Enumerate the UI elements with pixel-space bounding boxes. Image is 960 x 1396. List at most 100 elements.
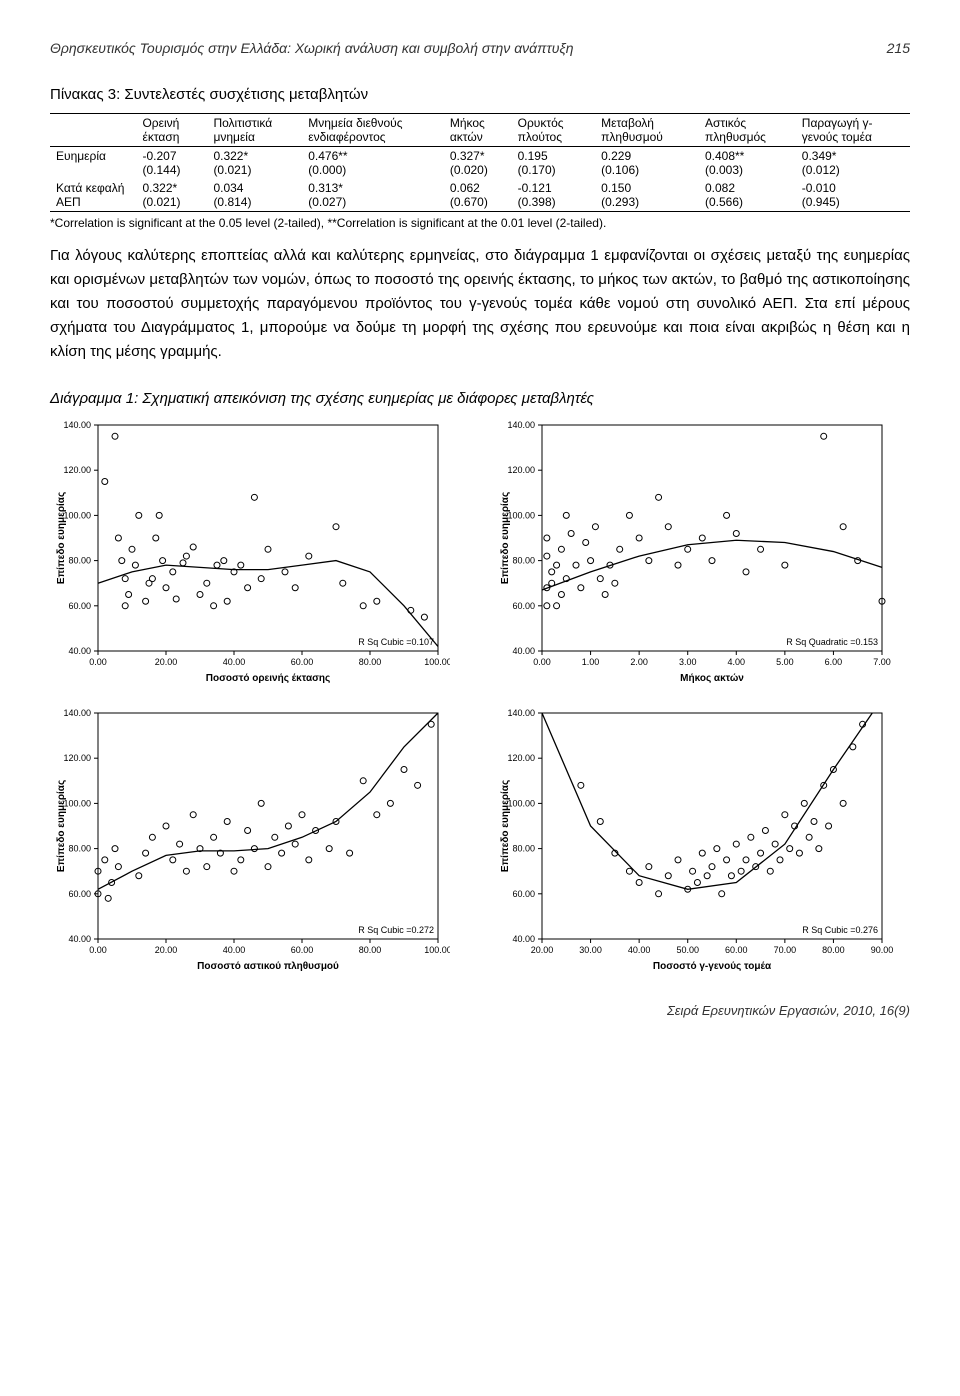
svg-text:100.00: 100.00 <box>424 657 450 667</box>
svg-text:7.00: 7.00 <box>873 657 891 667</box>
svg-text:100.00: 100.00 <box>424 945 450 955</box>
table-row: Ευημερία-0.207(0.144)0.322*(0.021)0.476*… <box>50 147 910 180</box>
table-cell: 0.195(0.170) <box>512 147 595 180</box>
svg-text:Ποσοστό ορεινής έκτασης: Ποσοστό ορεινής έκτασης <box>206 673 331 684</box>
svg-text:R Sq Cubic =0.276: R Sq Cubic =0.276 <box>802 925 878 935</box>
running-title: Θρησκευτικός Τουρισμός στην Ελλάδα: Χωρι… <box>50 40 574 56</box>
svg-text:80.00: 80.00 <box>68 844 91 854</box>
svg-text:100.00: 100.00 <box>507 510 535 520</box>
svg-text:30.00: 30.00 <box>579 945 602 955</box>
svg-text:80.00: 80.00 <box>68 556 91 566</box>
svg-text:Μήκος ακτών: Μήκος ακτών <box>680 673 744 684</box>
svg-text:R Sq Quadratic =0.153: R Sq Quadratic =0.153 <box>786 637 878 647</box>
svg-text:140.00: 140.00 <box>63 708 91 718</box>
table-cell: -0.121(0.398) <box>512 179 595 212</box>
table-cell: 0.229(0.106) <box>595 147 699 180</box>
svg-text:80.00: 80.00 <box>512 556 535 566</box>
svg-text:Επίπεδο ευημερίας: Επίπεδο ευημερίας <box>56 780 67 872</box>
row-label: Ευημερία <box>50 147 136 180</box>
svg-text:140.00: 140.00 <box>63 420 91 430</box>
table-header-cell: Μήκος ακτών <box>444 114 512 147</box>
table-cell: -0.207(0.144) <box>136 147 207 180</box>
svg-text:40.00: 40.00 <box>68 934 91 944</box>
svg-text:60.00: 60.00 <box>512 601 535 611</box>
svg-text:Επίπεδο ευημερίας: Επίπεδο ευημερίας <box>56 492 67 584</box>
svg-text:80.00: 80.00 <box>359 657 382 667</box>
table-header-cell: Αστικός πληθυσμός <box>699 114 796 147</box>
row-label: Κατά κεφαλή ΑΕΠ <box>50 179 136 212</box>
table-header-cell <box>50 114 136 147</box>
table-cell: 0.082(0.566) <box>699 179 796 212</box>
table-cell: 0.408**(0.003) <box>699 147 796 180</box>
svg-text:2.00: 2.00 <box>630 657 648 667</box>
table-header-cell: Ορυκτός πλούτος <box>512 114 595 147</box>
scatter-chart: 40.00 60.00 80.00 100.00 120.00 140.00 0.00 20.… <box>50 703 466 973</box>
diagram-title: Διάγραμμα 1: Σχηματική απεικόνιση της σχ… <box>50 390 910 407</box>
svg-text:90.00: 90.00 <box>871 945 894 955</box>
svg-text:140.00: 140.00 <box>507 420 535 430</box>
svg-text:20.00: 20.00 <box>155 945 178 955</box>
table-footnote: *Correlation is significant at the 0.05 … <box>50 216 910 230</box>
svg-text:20.00: 20.00 <box>155 657 178 667</box>
page-footer: Σειρά Ερευνητικών Εργασιών, 2010, 16(9) <box>50 1003 910 1018</box>
svg-text:4.00: 4.00 <box>728 657 746 667</box>
svg-text:0.00: 0.00 <box>533 657 551 667</box>
svg-text:3.00: 3.00 <box>679 657 697 667</box>
chart-grid: 40.00 60.00 80.00 100.00 120.00 140.00 0.00 20.… <box>50 415 910 973</box>
svg-text:80.00: 80.00 <box>512 844 535 854</box>
svg-text:0.00: 0.00 <box>89 657 107 667</box>
svg-text:R Sq Cubic =0.107: R Sq Cubic =0.107 <box>358 637 434 647</box>
svg-text:6.00: 6.00 <box>825 657 843 667</box>
svg-text:1.00: 1.00 <box>582 657 600 667</box>
page-number: 215 <box>887 40 910 56</box>
table-cell: 0.327*(0.020) <box>444 147 512 180</box>
correlation-table: Ορεινή έκτασηΠολιτιστικά μνημείαΜνημεία … <box>50 113 910 212</box>
svg-text:100.00: 100.00 <box>507 798 535 808</box>
body-paragraph: Για λόγους καλύτερης εποπτείας αλλά και … <box>50 244 910 364</box>
svg-text:40.00: 40.00 <box>628 945 651 955</box>
svg-text:40.00: 40.00 <box>68 646 91 656</box>
svg-text:20.00: 20.00 <box>531 945 554 955</box>
svg-text:0.00: 0.00 <box>89 945 107 955</box>
table-cell: -0.010(0.945) <box>796 179 910 212</box>
svg-text:60.00: 60.00 <box>291 945 314 955</box>
svg-text:120.00: 120.00 <box>507 465 535 475</box>
table-header-cell: Μνημεία διεθνούς ενδιαφέροντος <box>302 114 444 147</box>
svg-text:Ποσοστό γ-γενούς τομέα: Ποσοστό γ-γενούς τομέα <box>653 961 772 972</box>
table-cell: 0.322*(0.021) <box>207 147 302 180</box>
scatter-chart: 40.00 60.00 80.00 100.00 120.00 140.00 0.00 20.… <box>50 415 466 685</box>
svg-text:60.00: 60.00 <box>512 889 535 899</box>
svg-text:60.00: 60.00 <box>725 945 748 955</box>
table-row: Κατά κεφαλή ΑΕΠ0.322*(0.021)0.034(0.814)… <box>50 179 910 212</box>
table-cell: 0.062(0.670) <box>444 179 512 212</box>
svg-text:80.00: 80.00 <box>822 945 845 955</box>
svg-text:70.00: 70.00 <box>774 945 797 955</box>
svg-text:5.00: 5.00 <box>776 657 794 667</box>
table-title: Πίνακας 3: Συντελεστές συσχέτισης μεταβλ… <box>50 86 910 103</box>
svg-text:50.00: 50.00 <box>676 945 699 955</box>
scatter-chart: 40.00 60.00 80.00 100.00 120.00 140.00 0.00 1.0… <box>494 415 910 685</box>
table-cell: 0.150(0.293) <box>595 179 699 212</box>
table-cell: 0.349*(0.012) <box>796 147 910 180</box>
svg-text:120.00: 120.00 <box>63 753 91 763</box>
svg-text:120.00: 120.00 <box>63 465 91 475</box>
svg-text:120.00: 120.00 <box>507 753 535 763</box>
svg-text:100.00: 100.00 <box>63 798 91 808</box>
svg-text:40.00: 40.00 <box>512 934 535 944</box>
svg-text:60.00: 60.00 <box>68 889 91 899</box>
svg-text:R Sq Cubic =0.272: R Sq Cubic =0.272 <box>358 925 434 935</box>
table-header-cell: Μεταβολή πληθυσμού <box>595 114 699 147</box>
table-header-cell: Ορεινή έκταση <box>136 114 207 147</box>
scatter-chart: 40.0060.0080.00100.00120.00140.0020.0030… <box>494 703 910 973</box>
table-cell: 0.313*(0.027) <box>302 179 444 212</box>
table-header-cell: Παραγωγή γ-γενούς τομέα <box>796 114 910 147</box>
svg-text:40.00: 40.00 <box>223 945 246 955</box>
svg-text:60.00: 60.00 <box>68 601 91 611</box>
svg-text:Επίπεδο ευημερίας: Επίπεδο ευημερίας <box>500 780 511 872</box>
running-header: Θρησκευτικός Τουρισμός στην Ελλάδα: Χωρι… <box>50 40 910 56</box>
table-cell: 0.476**(0.000) <box>302 147 444 180</box>
table-cell: 0.322*(0.021) <box>136 179 207 212</box>
svg-text:60.00: 60.00 <box>291 657 314 667</box>
svg-text:40.00: 40.00 <box>512 646 535 656</box>
svg-text:40.00: 40.00 <box>223 657 246 667</box>
